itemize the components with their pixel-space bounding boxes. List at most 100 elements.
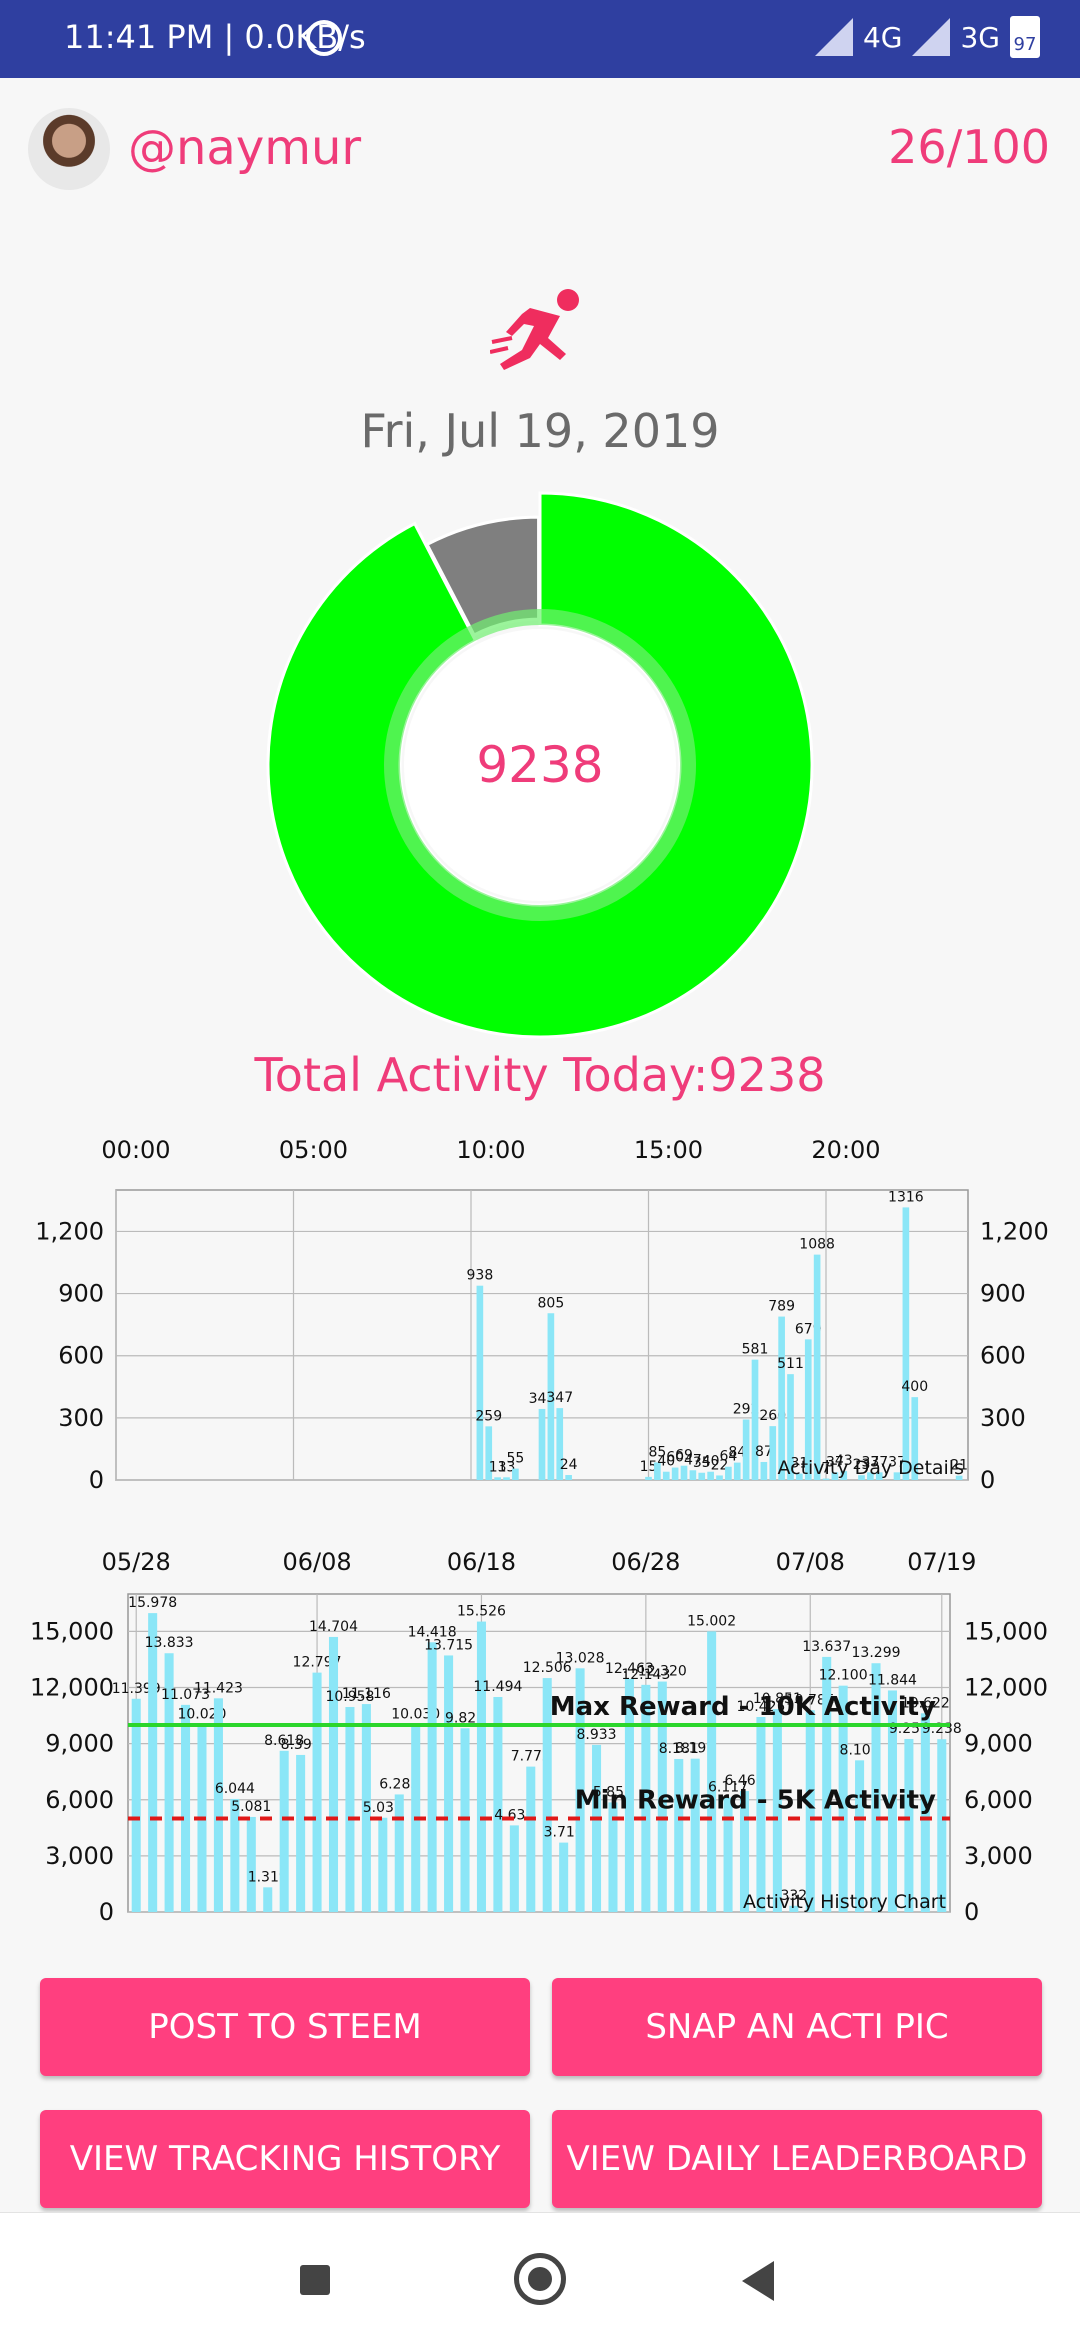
alarm-icon: [306, 20, 342, 56]
day-bar: [512, 1468, 519, 1480]
snap-acti-pic-button[interactable]: SNAP AN ACTI PIC: [552, 1978, 1042, 2076]
back-icon[interactable]: [742, 2261, 774, 2301]
y-tick-label-right: 9,000: [964, 1730, 1033, 1758]
battery-icon: 97: [1010, 16, 1040, 58]
history-bar-label: 8.396: [281, 1737, 321, 1753]
history-bar: [887, 1690, 897, 1912]
y-tick-label-left: 9,000: [45, 1730, 114, 1758]
history-bar: [920, 1713, 930, 1912]
day-bar-label: 47: [684, 1452, 702, 1468]
day-bar-label: 40: [657, 1454, 675, 1470]
day-bar: [787, 1374, 794, 1480]
history-bar: [608, 1802, 618, 1912]
y-tick-label-left: 15,000: [30, 1617, 114, 1645]
username[interactable]: @naymur: [128, 120, 362, 176]
status-icons: 4G 3G 97: [814, 16, 1040, 58]
donut-center-value: 9238: [476, 736, 604, 794]
x-tick-label: 20:00: [811, 1136, 880, 1164]
y-tick-label-right: 900: [980, 1280, 1026, 1308]
day-bar-label: 31: [790, 1456, 808, 1472]
history-bar: [559, 1842, 569, 1912]
signal-icon: [814, 18, 853, 56]
history-bar-label: 7.772: [511, 1749, 551, 1765]
history-bar-label: 15.526: [457, 1604, 506, 1620]
recents-icon[interactable]: [300, 2265, 330, 2295]
y-tick-label-left: 3,000: [45, 1842, 114, 1870]
history-bar: [246, 1816, 256, 1912]
avatar[interactable]: [28, 108, 110, 190]
runner-icon: [490, 289, 579, 370]
history-bar: [263, 1887, 273, 1912]
history-bar: [904, 1738, 914, 1912]
history-bar-label: 8.108: [840, 1742, 880, 1758]
day-bar-label: 37: [861, 1454, 879, 1470]
history-bar-label: 12.463: [605, 1661, 654, 1677]
history-bar-label: 5.037: [363, 1800, 403, 1816]
day-bar-label: 60: [666, 1450, 684, 1466]
view-daily-leaderboard-button[interactable]: VIEW DAILY LEADERBOARD: [552, 2110, 1042, 2208]
history-bar-label: 15.978: [128, 1595, 177, 1611]
day-bar: [796, 1473, 803, 1480]
history-bar: [394, 1794, 404, 1912]
history-bar: [937, 1739, 947, 1912]
history-bar-label: 6.285: [379, 1776, 419, 1792]
day-bar: [867, 1472, 874, 1480]
signal-icon-2: [912, 18, 951, 56]
history-bar: [279, 1750, 289, 1912]
history-bar-label: 13.715: [424, 1637, 473, 1653]
history-bar: [444, 1655, 454, 1912]
history-bar: [575, 1668, 585, 1912]
day-bar-label: 7: [822, 1461, 831, 1477]
post-to-steem-button[interactable]: POST TO STEEM: [40, 1978, 530, 2076]
day-bar: [840, 1471, 848, 1480]
x-tick-label: 06/28: [611, 1548, 680, 1576]
home-icon[interactable]: [514, 2253, 566, 2305]
day-bar-label: 69: [675, 1448, 693, 1464]
day-bar-label: 13: [498, 1459, 516, 1475]
day-bar: [911, 1397, 919, 1480]
day-bar-label: 21: [950, 1458, 968, 1474]
history-bar: [657, 1681, 667, 1912]
history-bar: [739, 1791, 750, 1912]
history-bar: [707, 1631, 717, 1912]
x-tick-label: 06/08: [282, 1548, 351, 1576]
history-bar: [641, 1684, 651, 1912]
history-bar-label: 13.833: [145, 1635, 194, 1651]
donut-hole: [404, 629, 676, 901]
x-tick-label: 07/19: [907, 1548, 976, 1576]
history-bar-label: 6.117: [708, 1780, 748, 1796]
day-bar: [822, 1478, 830, 1480]
y-tick-label-right: 3,000: [964, 1842, 1033, 1870]
day-bar: [725, 1466, 732, 1480]
history-bar-label: 10.622: [901, 1695, 950, 1711]
view-tracking-history-button[interactable]: VIEW TRACKING HISTORY: [40, 2110, 530, 2208]
day-bar: [902, 1207, 910, 1480]
date-label: Fri, Jul 19, 2019: [360, 404, 720, 458]
history-bar-label: 11.116: [342, 1686, 391, 1702]
day-bar: [742, 1419, 750, 1480]
day-bar: [476, 1285, 484, 1480]
y-tick-label-right: 15,000: [964, 1617, 1048, 1645]
day-bar: [485, 1426, 493, 1480]
day-bar: [645, 1476, 652, 1480]
history-bar: [345, 1707, 355, 1912]
day-bar: [858, 1475, 865, 1480]
history-bar: [871, 1663, 881, 1912]
day-bar-label: 64: [719, 1449, 737, 1465]
min-reward-label: Min Reward - 5K Activity: [575, 1785, 936, 1815]
history-bar: [213, 1698, 223, 1912]
history-bar: [822, 1656, 832, 1912]
y-tick-label-left: 12,000: [30, 1674, 114, 1702]
y-tick-label-right: 0: [980, 1466, 995, 1494]
history-bar-label: 5.081: [231, 1799, 271, 1815]
day-bar: [538, 1408, 546, 1480]
history-bar-label: 11.494: [473, 1679, 522, 1695]
x-tick-label: 10:00: [456, 1136, 525, 1164]
day-bar: [769, 1426, 777, 1480]
day-bar-label: 511: [777, 1356, 804, 1372]
y-tick-label-left: 600: [58, 1342, 104, 1370]
history-bar-label: 14.704: [309, 1619, 358, 1635]
day-bar-label: 37: [888, 1454, 906, 1470]
history-bar: [624, 1678, 634, 1912]
x-tick-label: 07/08: [776, 1548, 845, 1576]
